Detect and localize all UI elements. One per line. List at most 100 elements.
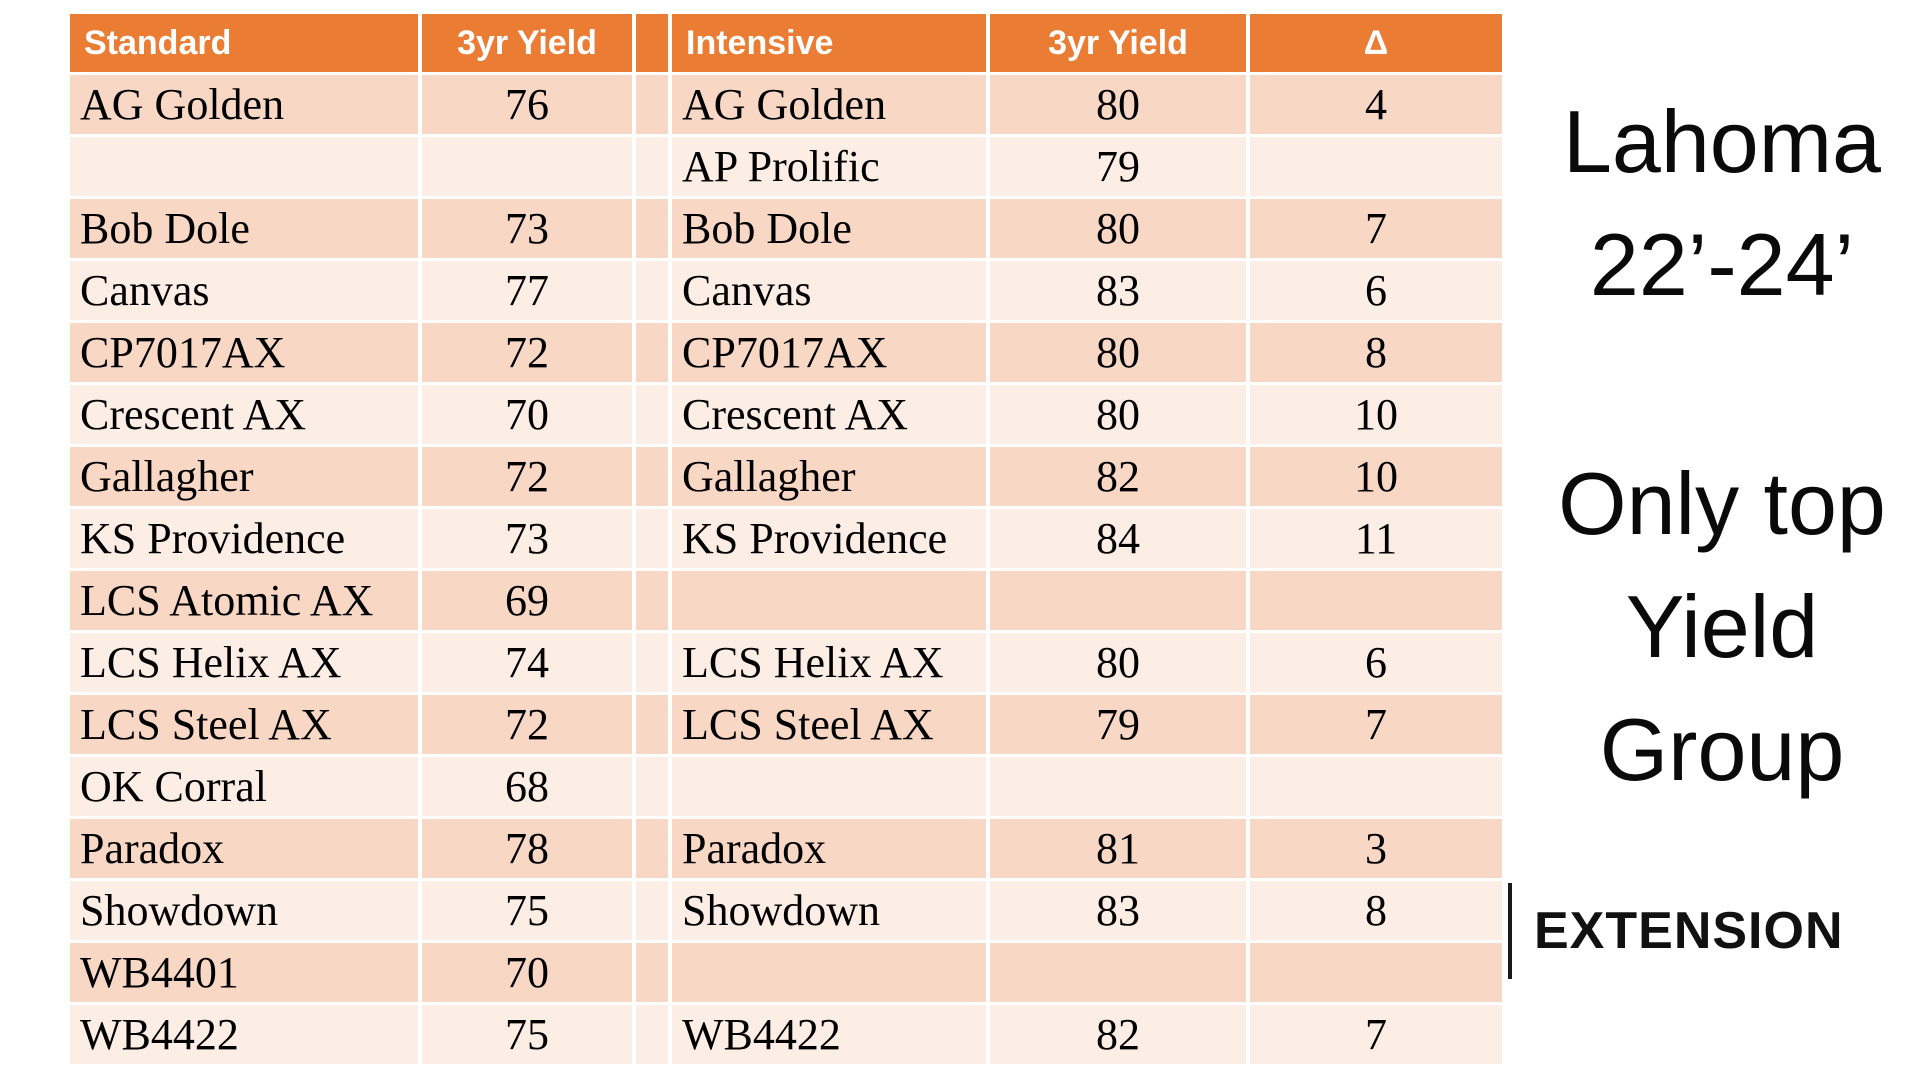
cell-delta: 6 [1250,633,1502,692]
cell-standard-yield: 78 [422,819,632,878]
cell-intensive-name: WB4422 [672,1005,986,1064]
cell-standard-name: Showdown [70,881,418,940]
table-row: LCS Atomic AX 69 [70,571,1502,630]
header-intensive-yield: 3yr Yield [990,14,1246,72]
cell-spacer [636,633,668,692]
cell-delta: 7 [1250,695,1502,754]
note-text: Only top Yield Group [1532,442,1912,811]
cell-intensive-yield: 80 [990,199,1246,258]
cell-intensive-yield: 84 [990,509,1246,568]
cell-intensive-name: LCS Steel AX [672,695,986,754]
cell-standard-yield: 75 [422,1005,632,1064]
cell-delta [1250,943,1502,1002]
cell-delta: 10 [1250,385,1502,444]
cell-intensive-name: Bob Dole [672,199,986,258]
extension-logo-label: EXTENSION [1534,902,1844,960]
cell-standard-yield: 68 [422,757,632,816]
slide-title-line1: Lahoma [1562,92,1881,191]
cell-standard-yield: 77 [422,261,632,320]
table-row: OK Corral 68 [70,757,1502,816]
header-intensive: Intensive [672,14,986,72]
cell-spacer [636,571,668,630]
cell-spacer [636,137,668,196]
cell-intensive-yield: 79 [990,137,1246,196]
cell-delta: 8 [1250,881,1502,940]
slide-title-line2: 22’-24’ [1589,215,1855,314]
note-text-line2: Yield [1625,577,1819,676]
cell-intensive-name: AG Golden [672,75,986,134]
table-row: Paradox 78 Paradox 81 3 [70,819,1502,878]
cell-spacer [636,385,668,444]
cell-standard-yield: 75 [422,881,632,940]
cell-intensive-name: AP Prolific [672,137,986,196]
cell-intensive-name: KS Providence [672,509,986,568]
extension-logo-bar [1508,883,1512,979]
cell-standard-name: OK Corral [70,757,418,816]
cell-intensive-yield [990,943,1246,1002]
cell-standard-yield: 72 [422,323,632,382]
cell-standard-name: LCS Helix AX [70,633,418,692]
cell-standard-yield: 70 [422,385,632,444]
cell-standard-yield: 72 [422,695,632,754]
cell-intensive-yield: 80 [990,633,1246,692]
cell-standard-name: Paradox [70,819,418,878]
cell-delta: 11 [1250,509,1502,568]
yield-table: Standard 3yr Yield Intensive 3yr Yield Δ… [70,14,1502,1067]
table-row: LCS Helix AX 74 LCS Helix AX 80 6 [70,633,1502,692]
cell-standard-name: Bob Dole [70,199,418,258]
cell-intensive-yield: 80 [990,323,1246,382]
cell-standard-yield: 69 [422,571,632,630]
cell-standard-name: Gallagher [70,447,418,506]
cell-spacer [636,757,668,816]
cell-standard-yield [422,137,632,196]
cell-delta: 7 [1250,199,1502,258]
cell-spacer [636,199,668,258]
note-text-line3: Group [1599,700,1845,799]
cell-intensive-yield: 81 [990,819,1246,878]
cell-standard-yield: 76 [422,75,632,134]
cell-intensive-name: LCS Helix AX [672,633,986,692]
cell-intensive-yield: 80 [990,75,1246,134]
header-delta: Δ [1250,14,1502,72]
cell-intensive-name [672,757,986,816]
cell-intensive-yield: 79 [990,695,1246,754]
cell-intensive-name: Paradox [672,819,986,878]
cell-spacer [636,1005,668,1064]
cell-intensive-name [672,571,986,630]
cell-intensive-name: Gallagher [672,447,986,506]
cell-delta [1250,571,1502,630]
extension-logo: EXTENSION [1508,883,1844,979]
cell-standard-name: WB4401 [70,943,418,1002]
cell-delta: 3 [1250,819,1502,878]
table-row: WB4422 75 WB4422 82 7 [70,1005,1502,1064]
table-row: Canvas 77 Canvas 83 6 [70,261,1502,320]
cell-delta [1250,757,1502,816]
table-row: LCS Steel AX 72 LCS Steel AX 79 7 [70,695,1502,754]
cell-delta [1250,137,1502,196]
cell-spacer [636,261,668,320]
table-header-row: Standard 3yr Yield Intensive 3yr Yield Δ [70,14,1502,72]
cell-standard-yield: 73 [422,199,632,258]
cell-intensive-yield: 83 [990,261,1246,320]
cell-intensive-yield: 83 [990,881,1246,940]
cell-spacer [636,447,668,506]
cell-delta: 7 [1250,1005,1502,1064]
table-row: Gallagher 72 Gallagher 82 10 [70,447,1502,506]
table-row: Showdown 75 Showdown 83 8 [70,881,1502,940]
cell-standard-yield: 74 [422,633,632,692]
cell-intensive-name [672,943,986,1002]
cell-standard-name: CP7017AX [70,323,418,382]
cell-intensive-name: CP7017AX [672,323,986,382]
table-row: AP Prolific 79 [70,137,1502,196]
cell-standard-yield: 72 [422,447,632,506]
cell-standard-yield: 73 [422,509,632,568]
cell-standard-name: KS Providence [70,509,418,568]
header-spacer [636,14,668,72]
slide-title: Lahoma 22’-24’ [1532,80,1912,326]
cell-spacer [636,881,668,940]
cell-standard-name [70,137,418,196]
cell-intensive-yield [990,571,1246,630]
cell-spacer [636,943,668,1002]
header-standard-yield: 3yr Yield [422,14,632,72]
cell-intensive-name: Showdown [672,881,986,940]
